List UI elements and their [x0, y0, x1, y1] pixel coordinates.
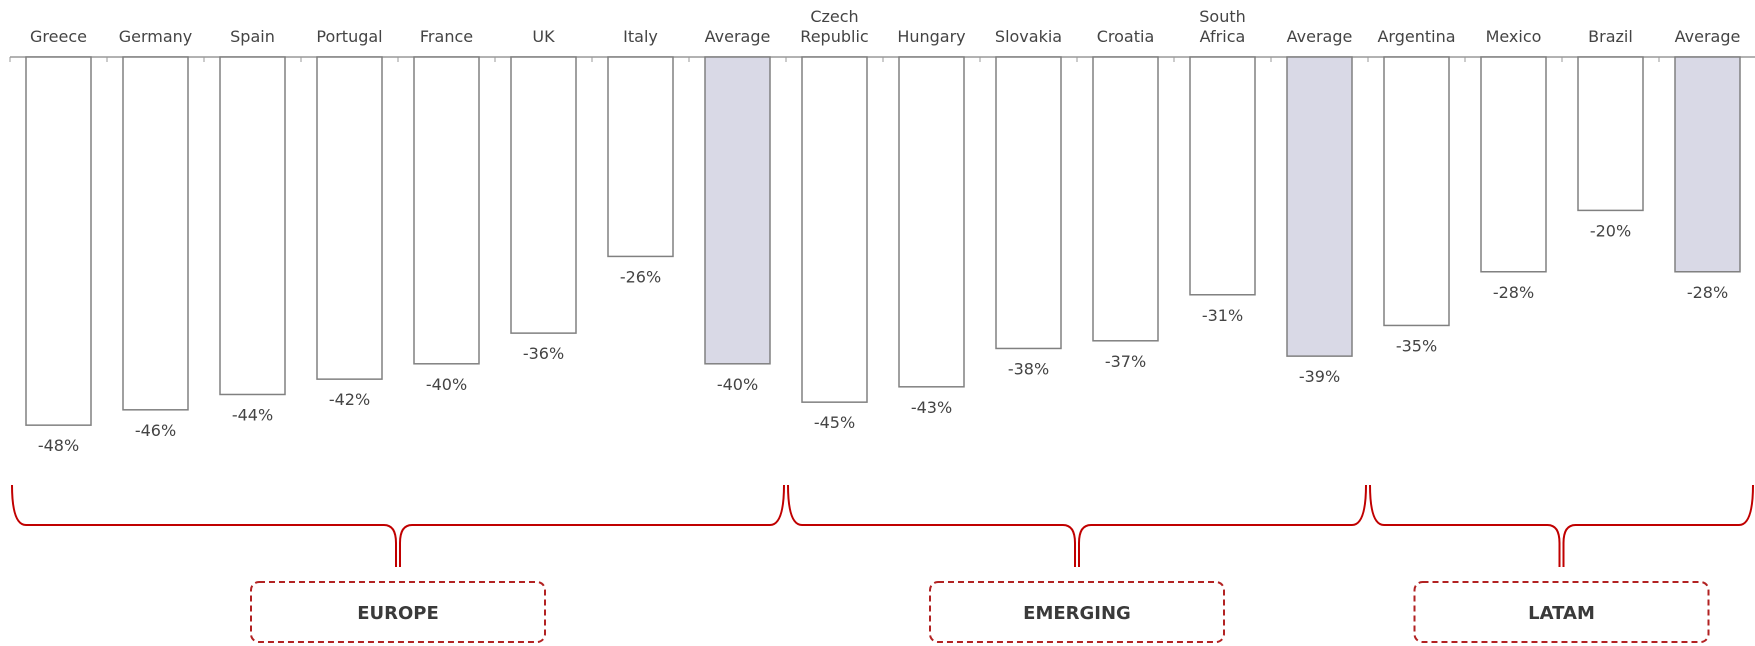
average-bar: [1286, 56, 1353, 357]
category-label: Czech: [810, 7, 858, 26]
group-brace: [11, 484, 785, 567]
bar: [1577, 56, 1644, 212]
value-label: -43%: [911, 398, 952, 417]
bar: [122, 56, 189, 411]
category-label: Republic: [800, 27, 868, 46]
bar: [995, 56, 1062, 350]
bar: [1480, 56, 1547, 273]
average-bar: [704, 56, 771, 365]
value-label: -35%: [1396, 336, 1437, 355]
bar: [1092, 56, 1159, 342]
group-box: [250, 581, 546, 643]
category-label: Mexico: [1486, 27, 1542, 46]
value-label: -36%: [523, 344, 564, 363]
value-label: -40%: [426, 375, 467, 394]
category-label: Germany: [119, 27, 193, 46]
category-label: Portugal: [316, 27, 382, 46]
value-label: -28%: [1493, 283, 1534, 302]
value-label: -46%: [135, 421, 176, 440]
category-label: Hungary: [897, 27, 965, 46]
value-label: -40%: [717, 375, 758, 394]
category-label: Africa: [1200, 27, 1246, 46]
value-label: -45%: [814, 413, 855, 432]
value-label: -48%: [38, 436, 79, 455]
group-brace: [1369, 484, 1754, 567]
bar: [1383, 56, 1450, 327]
category-label: Brazil: [1588, 27, 1633, 46]
value-label: -37%: [1105, 352, 1146, 371]
category-label: South: [1199, 7, 1246, 26]
group-box: [1413, 581, 1710, 643]
group-label: LATAM: [1528, 603, 1595, 624]
value-label: -39%: [1299, 367, 1340, 386]
category-label: Average: [705, 27, 771, 46]
bar: [316, 56, 383, 380]
category-label: Spain: [230, 27, 275, 46]
category-label: UK: [532, 27, 555, 46]
value-label: -28%: [1687, 283, 1728, 302]
category-label: Croatia: [1097, 27, 1155, 46]
category-label: France: [420, 27, 473, 46]
bar: [898, 56, 965, 388]
bar: [510, 56, 577, 334]
value-label: -26%: [620, 267, 661, 286]
bar: [801, 56, 868, 403]
category-label: Greece: [30, 27, 87, 46]
category-label: Italy: [623, 27, 658, 46]
value-label: -44%: [232, 405, 273, 424]
group-brace: [787, 484, 1367, 567]
bar: [25, 56, 92, 426]
bar: [1189, 56, 1256, 296]
category-label: Argentina: [1377, 27, 1455, 46]
average-bar: [1674, 56, 1741, 273]
group-box: [929, 581, 1225, 643]
bar: [413, 56, 480, 365]
bar: [607, 56, 674, 258]
category-label: Slovakia: [995, 27, 1062, 46]
bar: [219, 56, 286, 396]
value-label: -20%: [1590, 221, 1631, 240]
group-label: EUROPE: [357, 603, 439, 624]
value-label: -31%: [1202, 306, 1243, 325]
value-label: -42%: [329, 390, 370, 409]
category-label: Average: [1287, 27, 1353, 46]
category-label: Average: [1675, 27, 1741, 46]
group-label: EMERGING: [1023, 603, 1131, 624]
value-label: -38%: [1008, 359, 1049, 378]
